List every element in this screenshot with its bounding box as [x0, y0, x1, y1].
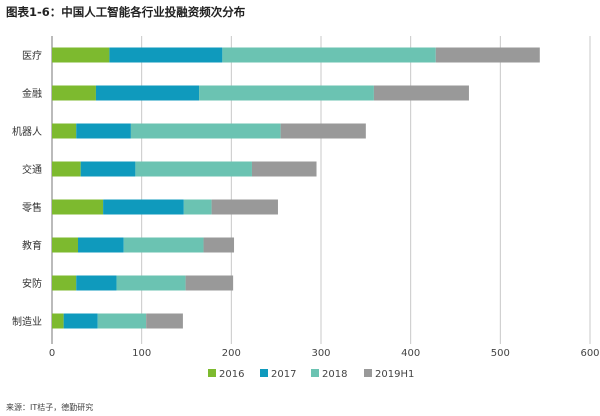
bar-2019H1-交通: [251, 161, 317, 177]
bar-2019H1-医疗: [435, 47, 540, 63]
bar-2018-金融: [199, 85, 374, 101]
chart-title: 图表1-6：中国人工智能各行业投融资频次分布: [6, 5, 246, 19]
bar-2018-零售: [183, 199, 212, 215]
bar-2018-制造业: [97, 313, 147, 329]
x-tick-label: 500: [491, 348, 510, 359]
source-note: 来源：IT桔子，德勤研究: [6, 403, 94, 412]
legend-label: 2018: [322, 369, 347, 380]
bar-2018-医疗: [222, 47, 436, 63]
category-label: 零售: [22, 201, 42, 214]
category-label: 机器人: [12, 125, 42, 138]
x-tick-label: 100: [132, 348, 151, 359]
bar-2017-金融: [95, 85, 200, 101]
legend-label: 2019H1: [375, 369, 414, 380]
legend-swatch-2019H1: [364, 369, 372, 377]
bar-2019H1-安防: [185, 275, 234, 291]
bar-2017-制造业: [63, 313, 98, 329]
x-tick-label: 600: [580, 348, 599, 359]
bar-2016-医疗: [52, 47, 110, 63]
category-label: 制造业: [12, 315, 42, 328]
bar-2017-交通: [80, 161, 136, 177]
category-label: 医疗: [22, 49, 42, 62]
bar-2016-交通: [52, 161, 81, 177]
category-label: 金融: [22, 87, 42, 100]
category-label: 教育: [22, 239, 42, 252]
bar-2018-教育: [123, 237, 204, 253]
bar-2016-机器人: [52, 123, 77, 139]
bar-2017-零售: [103, 199, 184, 215]
bar-2018-安防: [116, 275, 186, 291]
bar-2017-教育: [78, 237, 124, 253]
x-tick-label: 400: [401, 348, 420, 359]
bar-2019H1-金融: [373, 85, 469, 101]
bar-2019H1-零售: [211, 199, 278, 215]
bar-2017-机器人: [76, 123, 131, 139]
legend-label: 2017: [271, 369, 296, 380]
category-label: 安防: [22, 277, 42, 290]
bar-2016-制造业: [52, 313, 64, 329]
bar-2017-医疗: [109, 47, 223, 63]
bar-2019H1-制造业: [146, 313, 183, 329]
legend-swatch-2017: [260, 369, 268, 377]
bar-2019H1-教育: [203, 237, 235, 253]
bar-2016-金融: [52, 85, 96, 101]
bar-2018-交通: [135, 161, 252, 177]
legend-swatch-2016: [208, 369, 216, 377]
x-tick-label: 300: [311, 348, 330, 359]
bar-2016-安防: [52, 275, 77, 291]
legend-swatch-2018: [311, 369, 319, 377]
x-tick-label: 200: [222, 348, 241, 359]
bar-2016-零售: [52, 199, 104, 215]
bar-2019H1-机器人: [280, 123, 366, 139]
x-tick-label: 0: [49, 348, 55, 359]
bar-2016-教育: [52, 237, 79, 253]
legend-label: 2016: [219, 369, 244, 380]
bar-2017-安防: [76, 275, 117, 291]
bar-2018-机器人: [130, 123, 281, 139]
category-label: 交通: [22, 163, 42, 176]
